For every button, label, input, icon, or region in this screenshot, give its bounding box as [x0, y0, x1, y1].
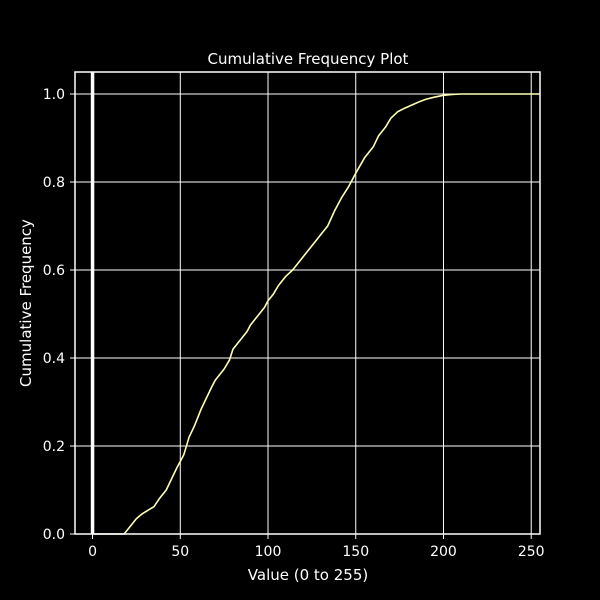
- x-axis-label: Value (0 to 255): [248, 566, 368, 584]
- x-tick-label: 150: [342, 544, 369, 560]
- y-tick-label: 0.6: [43, 263, 65, 279]
- y-tick-label: 0.8: [43, 175, 65, 191]
- x-tick-label: 250: [518, 544, 545, 560]
- x-axis-ticks: 0 50 100 150 200 250: [88, 534, 545, 560]
- x-tick-label: 100: [255, 544, 282, 560]
- grid-lines: [75, 72, 540, 535]
- y-axis-ticks: 0.0 0.2 0.4 0.6 0.8 1.0: [43, 87, 75, 543]
- y-tick-label: 0.4: [43, 351, 65, 367]
- series-layer: [92, 93, 540, 535]
- y-tick-label: 0.2: [43, 439, 65, 455]
- y-tick-label: 1.0: [43, 87, 65, 103]
- x-tick-label: 0: [88, 544, 97, 560]
- cumulative-frequency-line: [92, 93, 540, 535]
- x-tick-label: 200: [430, 544, 457, 560]
- chart-title: Cumulative Frequency Plot: [208, 50, 409, 68]
- plot-area-frame: [74, 71, 541, 535]
- y-axis-label: Cumulative Frequency: [17, 219, 35, 387]
- y-tick-label: 0.0: [43, 527, 65, 543]
- x-tick-label: 50: [171, 544, 189, 560]
